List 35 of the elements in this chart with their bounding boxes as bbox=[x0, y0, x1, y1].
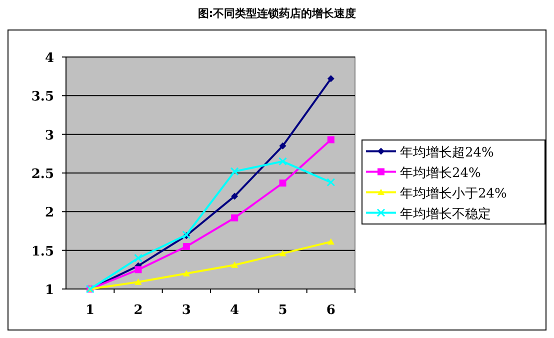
point bbox=[231, 262, 238, 268]
point bbox=[326, 178, 336, 187]
y-tick-label: 2.5 bbox=[31, 167, 54, 182]
point bbox=[230, 167, 239, 176]
point bbox=[231, 214, 238, 222]
point bbox=[182, 270, 190, 276]
chart-title: 图:不同类型连锁药店的增长速度 bbox=[198, 7, 356, 20]
point bbox=[279, 180, 286, 187]
x-tick-label: 6 bbox=[326, 303, 336, 318]
point bbox=[327, 238, 334, 245]
point bbox=[231, 192, 238, 200]
y-tick-label: 1 bbox=[44, 283, 54, 298]
y-tick-label: 1.5 bbox=[31, 244, 54, 260]
point bbox=[134, 266, 142, 274]
point bbox=[182, 242, 190, 250]
legend-label: 年均增长小于24% bbox=[400, 186, 507, 202]
point bbox=[278, 157, 287, 166]
x-tick-label: 1 bbox=[86, 303, 95, 318]
x-tick-label: 5 bbox=[278, 303, 288, 318]
y-tick-label: 2 bbox=[44, 206, 54, 221]
x-tick-label: 2 bbox=[134, 303, 143, 318]
x-tick-label: 4 bbox=[230, 303, 240, 318]
legend-label: 年均增长超24% bbox=[400, 145, 494, 160]
x-tick-label: 3 bbox=[182, 303, 191, 318]
point bbox=[134, 278, 142, 285]
legend-label: 年均增长不稳定 bbox=[400, 206, 491, 222]
legend-label: 年均增长24% bbox=[400, 166, 481, 181]
point bbox=[134, 254, 142, 262]
point bbox=[279, 250, 286, 256]
point bbox=[279, 142, 286, 150]
point bbox=[327, 136, 334, 144]
y-tick-label: 4 bbox=[44, 51, 54, 66]
y-tick-label: 3 bbox=[44, 128, 54, 144]
point bbox=[327, 75, 334, 82]
y-tick-label: 3.5 bbox=[31, 90, 54, 105]
